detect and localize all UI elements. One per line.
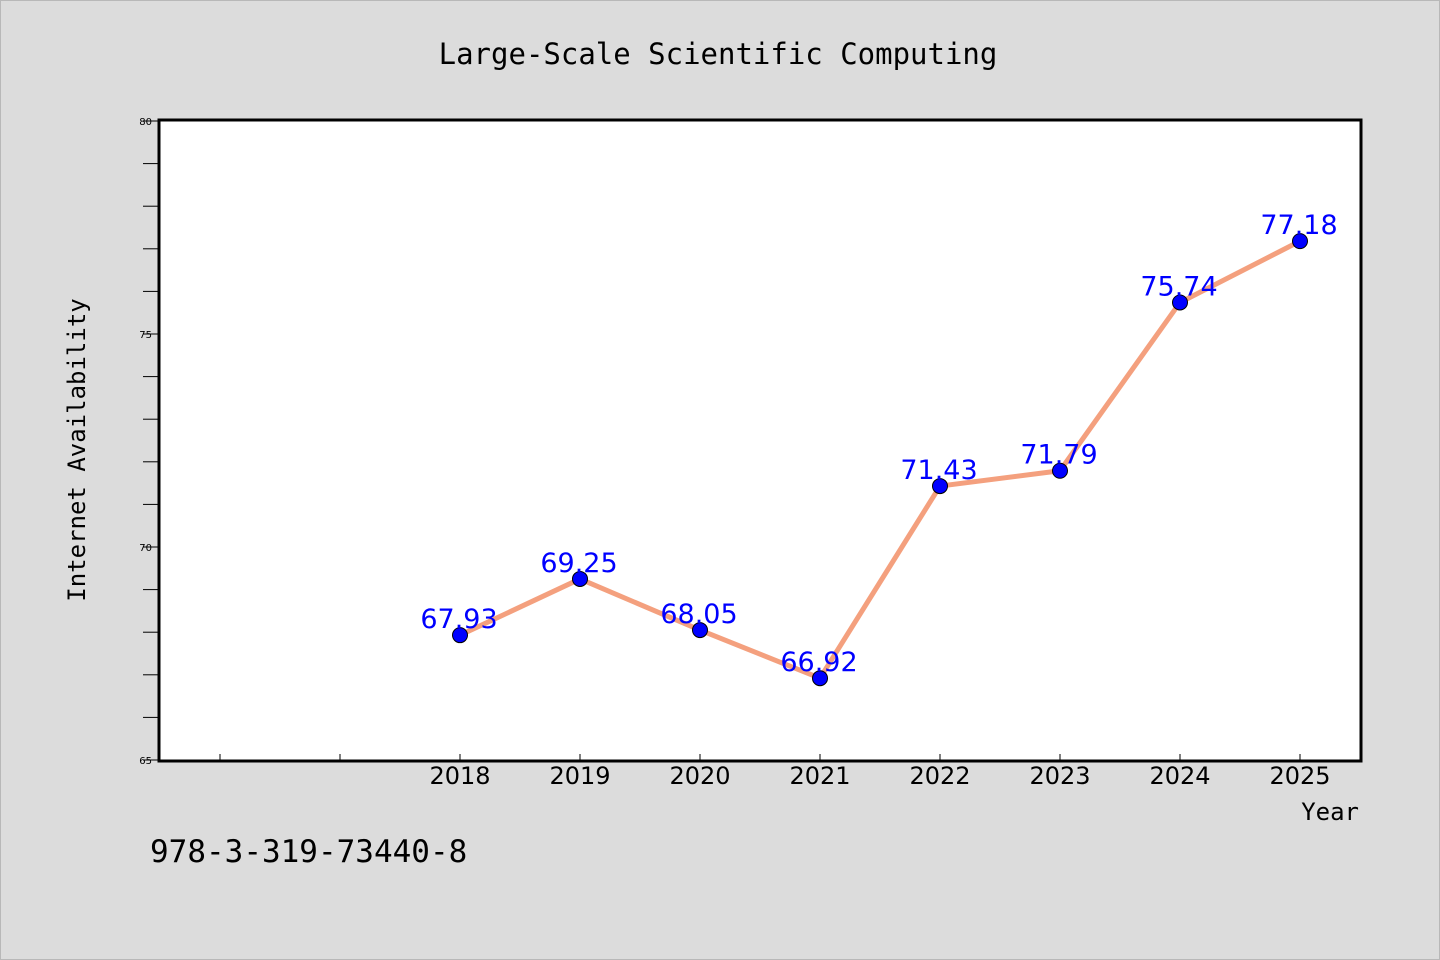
series-line-group — [452, 233, 1308, 687]
series-line — [457, 238, 1303, 681]
data-label: 68.05 — [660, 599, 737, 630]
y-tick-label: 70 — [139, 543, 152, 554]
data-label: 77.18 — [1260, 210, 1337, 241]
data-label: 69.25 — [540, 548, 617, 579]
x-axis-label: Year — [1301, 798, 1359, 826]
y-axis-ticks: 65 70 75 80 — [139, 117, 159, 767]
x-tick-label: 2023 — [1029, 762, 1090, 790]
data-point — [452, 627, 468, 644]
data-label: 71.79 — [1020, 440, 1097, 471]
x-tick-label: 2021 — [789, 762, 850, 790]
data-point — [692, 622, 708, 639]
x-axis-ticks: 2018 2019 2020 2021 2022 2023 2024 2025 — [219, 754, 1331, 790]
chart-title: Large-Scale Scientific Computing — [439, 37, 998, 71]
footnote-isbn: 978-3-319-73440-8 — [150, 834, 468, 870]
data-label: 66.92 — [780, 647, 857, 678]
data-label: 67.93 — [420, 604, 497, 635]
y-tick-label: 65 — [139, 756, 152, 767]
x-tick-label: 2018 — [429, 762, 490, 790]
data-point — [1172, 294, 1188, 311]
x-tick-label: 2020 — [669, 762, 730, 790]
data-point — [1292, 233, 1308, 250]
data-labels-group: 67.93 69.25 68.05 66.92 71.43 71.79 75.74 77.18 — [420, 210, 1337, 678]
x-tick-label: 2019 — [549, 762, 610, 790]
x-tick-label: 2025 — [1269, 762, 1330, 790]
y-tick-label: 80 — [139, 117, 152, 128]
x-tick-label: 2022 — [909, 762, 970, 790]
y-tick-label: 75 — [139, 330, 152, 341]
data-point — [812, 670, 828, 687]
x-tick-label: 2024 — [1149, 762, 1210, 790]
data-point — [932, 478, 948, 495]
data-label: 71.43 — [900, 455, 977, 486]
data-label: 75.74 — [1140, 271, 1217, 302]
data-point — [572, 570, 588, 587]
y-axis-label: Internet Availability — [63, 298, 91, 601]
data-point — [1052, 462, 1068, 479]
plot-area — [157, 118, 1363, 763]
